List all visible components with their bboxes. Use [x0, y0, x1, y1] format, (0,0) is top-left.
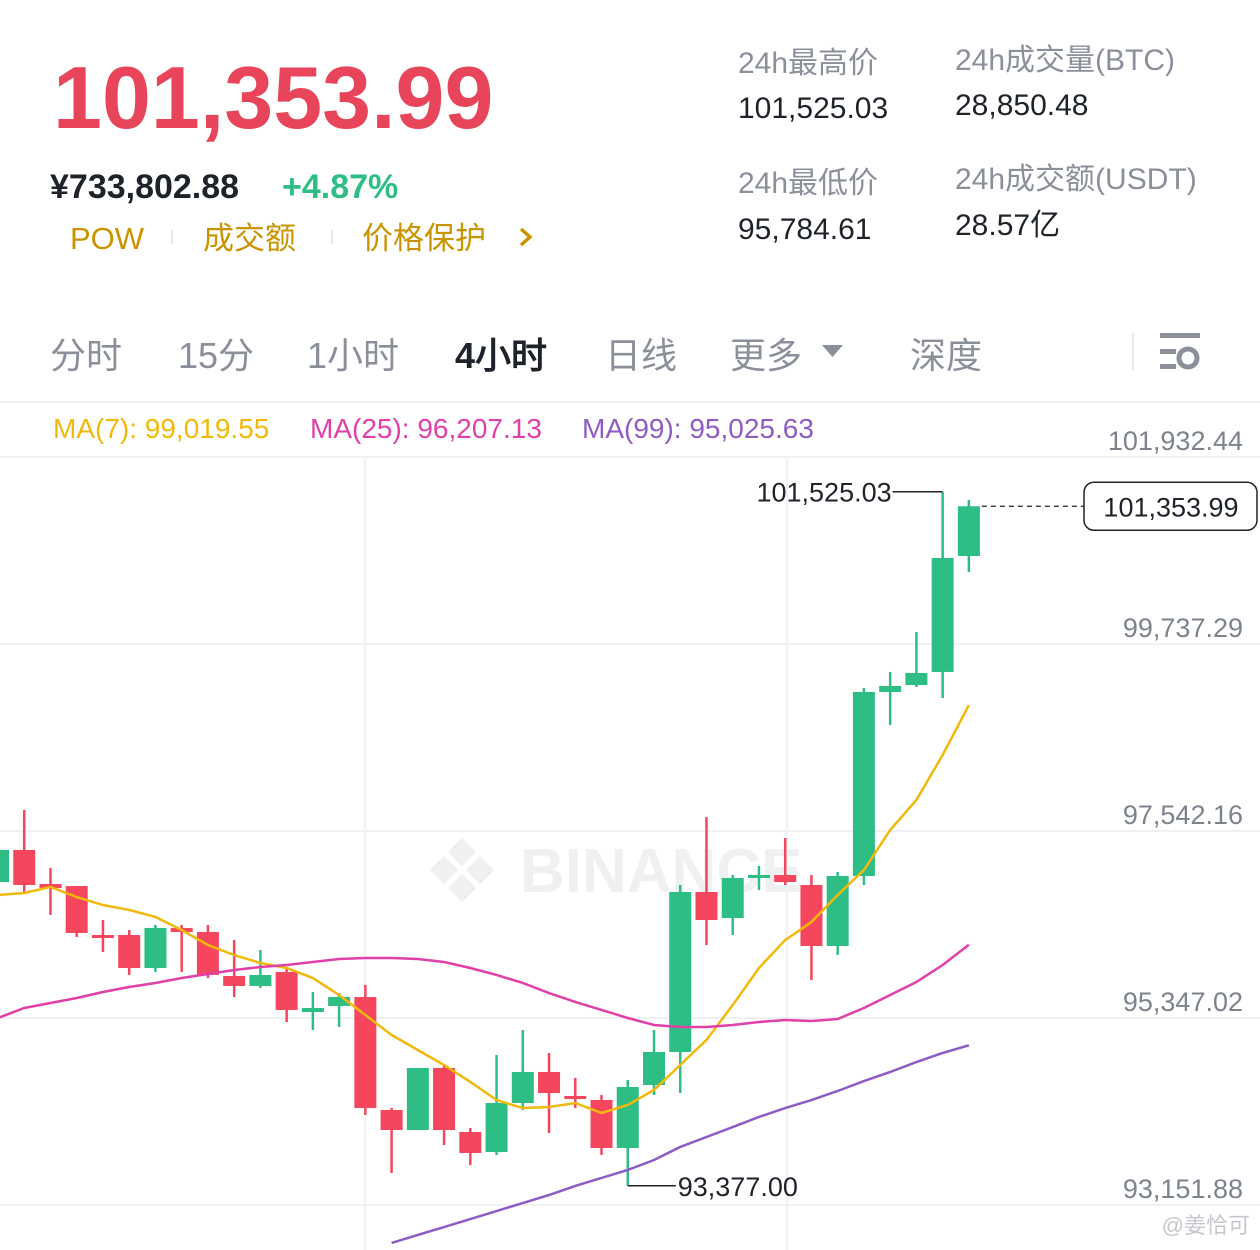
- legend-entry: MA(99): 95,025.63: [582, 413, 814, 444]
- tab[interactable]: 15分: [178, 335, 254, 376]
- y-tick-label: 97,542.16: [1123, 800, 1243, 830]
- candle-body: [643, 1051, 665, 1086]
- candle-body: [91, 935, 114, 938]
- candle-body: [879, 686, 902, 692]
- candle-body: [0, 849, 9, 883]
- legend-entry: MA(7): 99,019.55: [53, 413, 269, 444]
- credit: @姜恰可: [1162, 1213, 1250, 1238]
- candle-body: [590, 1100, 613, 1148]
- legend-entry: MA(25): 96,207.13: [310, 413, 542, 444]
- candle-body: [144, 928, 167, 968]
- ma-line: [391, 1044, 970, 1245]
- stat-label: 24h成交量(BTC): [955, 44, 1175, 77]
- tag[interactable]: 价格保护: [362, 221, 486, 256]
- candle-body: [721, 878, 744, 918]
- candle-body: [800, 885, 823, 947]
- candle-body: [275, 971, 298, 1010]
- candle-body: [564, 1096, 587, 1099]
- tab[interactable]: 4小时: [455, 335, 547, 376]
- candles: [0, 491, 980, 1186]
- candle-body: [196, 932, 219, 975]
- candle-body: [669, 891, 692, 1052]
- stat-value: 101,525.03: [738, 92, 888, 125]
- dropdown-icon[interactable]: [822, 345, 843, 357]
- candle-body: [433, 1067, 456, 1131]
- tab[interactable]: 分时: [50, 335, 122, 376]
- stat-value: 28,850.48: [955, 89, 1088, 122]
- candle-body: [538, 1071, 561, 1094]
- candle-body: [774, 874, 797, 883]
- candle-body: [380, 1109, 403, 1131]
- tag[interactable]: 成交额: [203, 221, 296, 256]
- y-tick-label: 101,932.44: [1108, 426, 1243, 456]
- ma-line: [0, 704, 970, 1115]
- candle-body: [249, 974, 272, 986]
- candle-body: [13, 849, 36, 886]
- candle-body: [406, 1067, 429, 1131]
- candle-body: [485, 1103, 508, 1152]
- stat-value: 28.57亿: [955, 209, 1060, 242]
- watermark-logo: [429, 837, 495, 903]
- tab[interactable]: 深度: [910, 335, 982, 376]
- candle-body: [852, 691, 875, 876]
- tab[interactable]: 日线: [605, 335, 677, 376]
- candle-body: [459, 1131, 482, 1154]
- y-tick-label: 93,151.88: [1123, 1174, 1243, 1204]
- candle-body: [695, 891, 718, 921]
- y-tick-label: 95,347.02: [1123, 987, 1243, 1017]
- stat-value: 95,784.61: [738, 213, 871, 246]
- ma-line: [0, 943, 970, 1029]
- y-tick-label: 99,737.29: [1123, 613, 1243, 643]
- chevron-icon[interactable]: [519, 227, 533, 247]
- high-label: 101,525.03: [756, 478, 891, 508]
- tag[interactable]: POW: [70, 221, 145, 256]
- stat-label: 24h成交额(USDT): [955, 163, 1197, 196]
- last-price-box: [1083, 481, 1258, 532]
- stat-label: 24h最低价: [738, 167, 878, 200]
- candle-body: [747, 874, 770, 879]
- tab[interactable]: 更多: [730, 335, 802, 376]
- tab[interactable]: 1小时: [307, 335, 399, 376]
- candle-body: [826, 875, 849, 947]
- candle-body: [957, 506, 980, 557]
- candle-body: [616, 1086, 639, 1148]
- candle-body: [931, 557, 954, 672]
- watermark: BINANCE: [520, 837, 802, 906]
- candle-body: [223, 975, 246, 986]
- last-price: 101,353.99: [53, 48, 493, 147]
- stat-label: 24h最高价: [738, 47, 878, 80]
- last-price-label: 101,353.99: [1103, 492, 1238, 522]
- candle-body: [905, 672, 928, 685]
- candle-body: [118, 935, 141, 968]
- candle-body: [511, 1071, 534, 1104]
- candle-body: [354, 997, 377, 1109]
- candle-body: [301, 1008, 324, 1013]
- cny-price: ¥733,802.88: [50, 168, 239, 206]
- change-percent: +4.87%: [282, 168, 398, 206]
- candle-body: [328, 997, 351, 1006]
- settings-icon[interactable]: [1160, 333, 1200, 370]
- low-label: 93,377.00: [678, 1172, 798, 1202]
